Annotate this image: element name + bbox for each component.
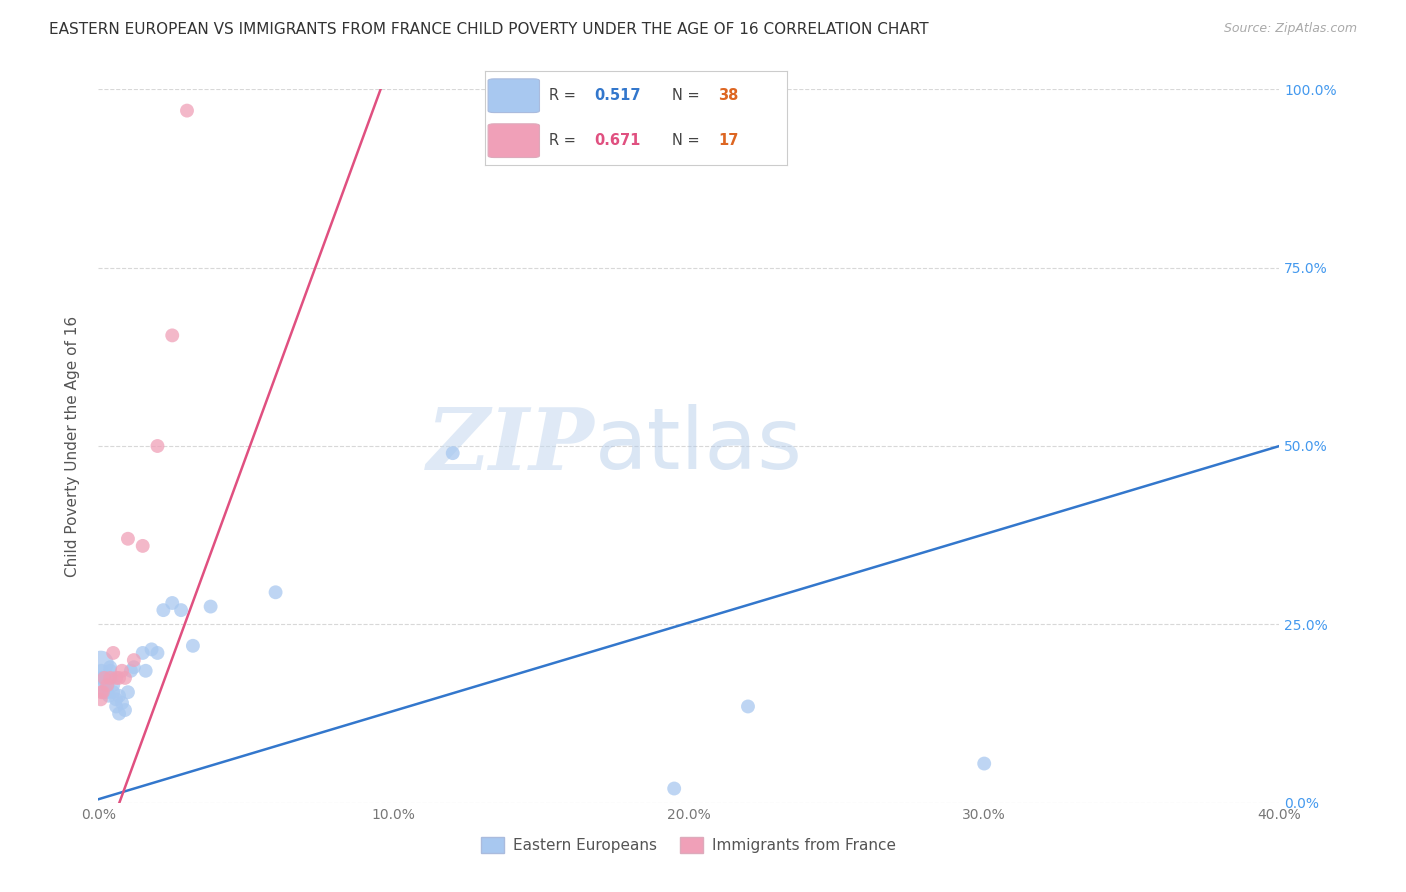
Legend: Eastern Europeans, Immigrants from France: Eastern Europeans, Immigrants from Franc… [475, 831, 903, 859]
Text: 0.671: 0.671 [593, 133, 640, 148]
Point [94, 671, 117, 685]
Text: N =: N = [672, 133, 704, 148]
Text: N =: N = [672, 88, 704, 103]
Text: 17: 17 [718, 133, 738, 148]
Y-axis label: Child Poverty Under the Age of 16: Child Poverty Under the Age of 16 [65, 316, 80, 576]
Point [441, 446, 464, 460]
Point [181, 639, 204, 653]
Point [103, 678, 125, 692]
Point [108, 689, 131, 703]
Point [664, 781, 686, 796]
Point [146, 646, 169, 660]
Point [90, 664, 112, 678]
Point [141, 642, 163, 657]
Point [97, 689, 120, 703]
Point [90, 685, 112, 699]
Point [170, 603, 193, 617]
Text: ZIP: ZIP [426, 404, 595, 488]
Point [93, 685, 115, 699]
Point [737, 699, 759, 714]
Text: Source: ZipAtlas.com: Source: ZipAtlas.com [1223, 22, 1357, 36]
Point [132, 646, 155, 660]
Point [264, 585, 287, 599]
Point [103, 646, 125, 660]
Point [120, 664, 142, 678]
Point [100, 671, 122, 685]
Point [176, 103, 198, 118]
Text: R =: R = [548, 88, 581, 103]
Point [146, 439, 169, 453]
Text: atlas: atlas [595, 404, 803, 488]
Point [91, 678, 114, 692]
Point [200, 599, 222, 614]
Point [162, 328, 183, 343]
Point [132, 539, 155, 553]
FancyBboxPatch shape [488, 78, 540, 112]
Point [122, 653, 145, 667]
Point [117, 685, 139, 699]
Point [111, 664, 134, 678]
FancyBboxPatch shape [488, 124, 540, 158]
Point [96, 678, 118, 692]
Point [96, 685, 118, 699]
Text: R =: R = [548, 133, 581, 148]
Point [98, 660, 121, 674]
Point [93, 674, 115, 689]
Point [105, 692, 128, 706]
Point [122, 660, 145, 674]
Point [111, 696, 134, 710]
Point [152, 603, 174, 617]
Text: EASTERN EUROPEAN VS IMMIGRANTS FROM FRANCE CHILD POVERTY UNDER THE AGE OF 16 COR: EASTERN EUROPEAN VS IMMIGRANTS FROM FRAN… [49, 22, 929, 37]
Point [90, 692, 112, 706]
Point [105, 699, 128, 714]
Point [103, 685, 125, 699]
Point [105, 671, 128, 685]
Point [90, 657, 112, 671]
Point [108, 706, 131, 721]
Point [973, 756, 995, 771]
Point [98, 664, 121, 678]
Point [91, 685, 114, 699]
Point [114, 671, 136, 685]
Text: 38: 38 [718, 88, 738, 103]
Point [135, 664, 157, 678]
Point [96, 678, 118, 692]
Point [108, 671, 131, 685]
Text: 0.517: 0.517 [593, 88, 640, 103]
Point [114, 703, 136, 717]
Point [98, 671, 121, 685]
Point [162, 596, 183, 610]
Point [93, 671, 115, 685]
Point [117, 532, 139, 546]
Point [91, 671, 114, 685]
